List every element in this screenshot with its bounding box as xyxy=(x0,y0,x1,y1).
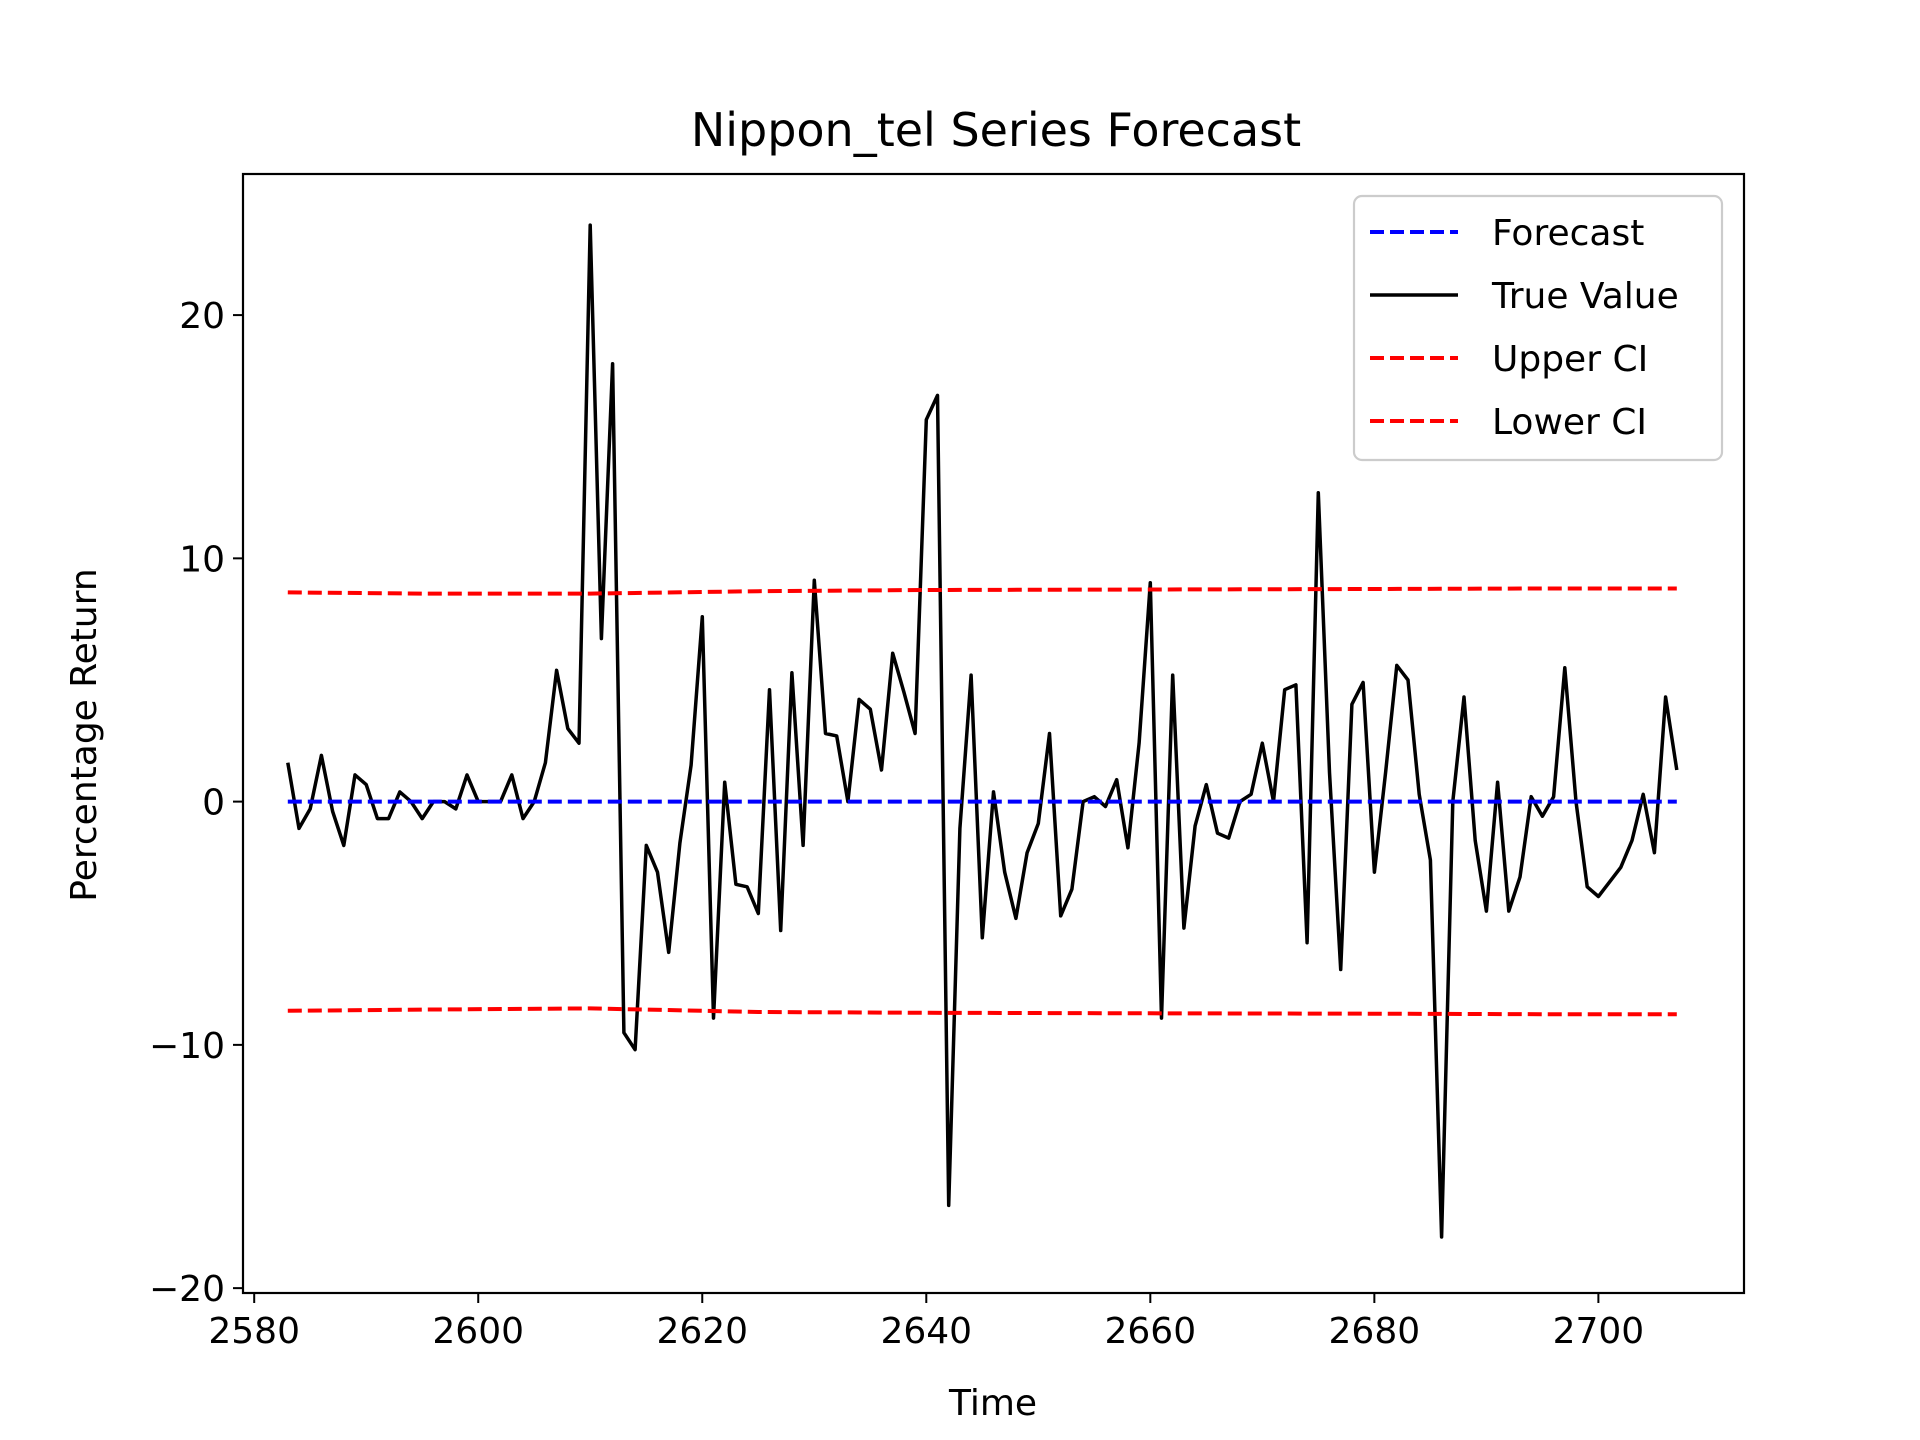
y-tick-label: 20 xyxy=(179,296,225,337)
plot-frame xyxy=(241,172,1746,1295)
x-tick-label: 2680 xyxy=(1329,1311,1421,1352)
x-tick-label: 2600 xyxy=(432,1311,524,1352)
y-axis-label: Percentage Return xyxy=(64,568,105,901)
y-tick-label: −20 xyxy=(149,1269,225,1310)
plot-area xyxy=(286,223,1679,1239)
x-axis-label: Time xyxy=(948,1383,1037,1424)
x-tick-label: 2580 xyxy=(208,1311,300,1352)
series-line-upper-ci xyxy=(287,586,1677,596)
x-tick-label: 2700 xyxy=(1553,1311,1645,1352)
x-tick-label: 2640 xyxy=(880,1311,972,1352)
legend-label-true-value: True Value xyxy=(1491,276,1679,317)
legend-label-lower-ci: Lower CI xyxy=(1492,402,1647,443)
legend-label-forecast: Forecast xyxy=(1492,213,1644,254)
legend-label-upper-ci: Upper CI xyxy=(1492,339,1648,380)
x-tick-label: 2620 xyxy=(656,1311,748,1352)
legend: Forecast True Value Upper CI Lower CI xyxy=(1352,194,1724,462)
y-tick-label: −10 xyxy=(149,1026,225,1067)
chart-title: Nippon_tel Series Forecast xyxy=(691,103,1301,157)
series-line-lower-ci xyxy=(287,1006,1677,1017)
y-tick-label: 10 xyxy=(179,539,225,580)
x-axis: 2580 2600 2620 2640 2660 2680 2700 xyxy=(208,1293,1644,1352)
y-tick-label: 0 xyxy=(202,783,225,824)
y-axis: −20 −10 0 10 20 xyxy=(149,296,243,1310)
series-line-true-value xyxy=(286,223,1679,1239)
x-tick-label: 2660 xyxy=(1105,1311,1197,1352)
legend-box xyxy=(1352,194,1724,462)
